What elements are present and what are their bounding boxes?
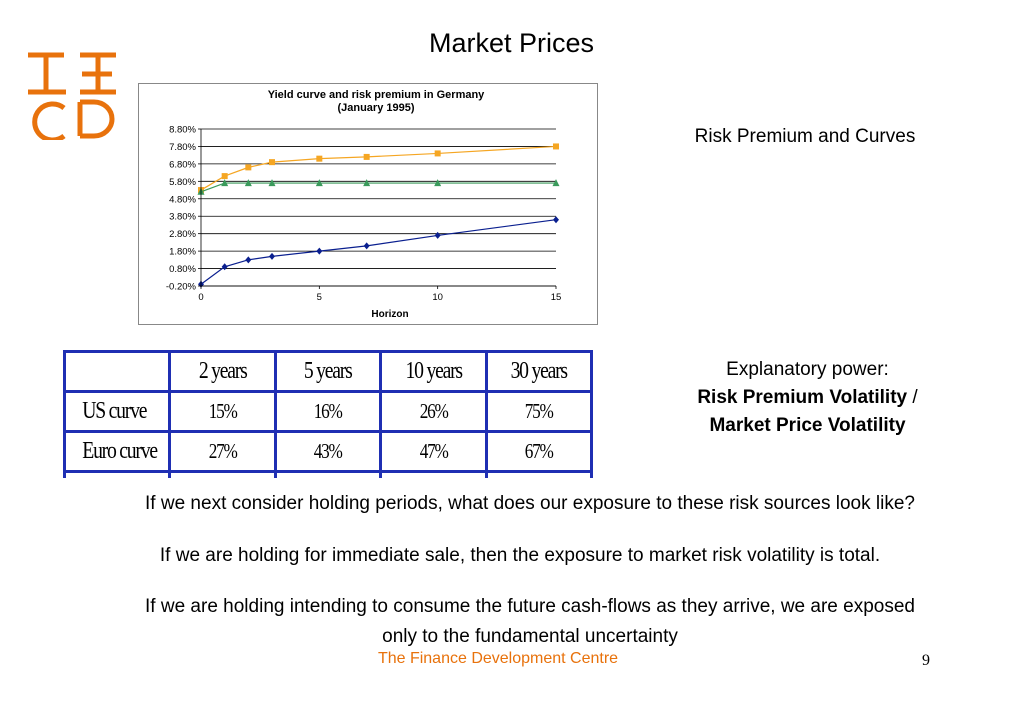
table-header-cell [72, 350, 162, 393]
data-point-diamond [553, 216, 559, 224]
data-point-diamond [434, 231, 441, 239]
data-point-triangle [434, 179, 442, 187]
explanatory-denominator: Market Price Volatility [709, 415, 906, 436]
data-point-triangle [221, 179, 229, 187]
row-label: US curve [72, 390, 162, 433]
y-tick-label: 8.80% [169, 125, 196, 136]
chart-svg: Yield curve and risk premium in Germany … [166, 89, 562, 320]
data-point-diamond [363, 242, 370, 250]
data-point-square [553, 143, 559, 150]
series-line [200, 145, 557, 191]
y-tick-label: 7.80% [169, 142, 196, 153]
table-header-cell: 2 years [178, 350, 268, 393]
x-tick-label: 15 [551, 292, 562, 303]
data-point-square [221, 173, 228, 180]
chart-title: Yield curve and risk premium in Germany [268, 89, 485, 101]
row-label: Euro curve [72, 430, 162, 473]
y-tick-label: 3.80% [169, 212, 196, 223]
data-point-triangle [363, 179, 371, 187]
y-tick-label: 0.80% [169, 264, 196, 275]
data-point-square [269, 159, 275, 166]
table-cell: 75% [494, 390, 584, 433]
table-cell [494, 470, 584, 478]
table-cell: 47% [388, 430, 478, 473]
data-point-diamond [269, 252, 275, 260]
y-tick-label: 2.80% [169, 229, 196, 240]
data-point-diamond [221, 263, 228, 271]
x-tick-label: 10 [432, 292, 443, 303]
table-cell: 26% [388, 390, 478, 433]
table-cell: 16% [283, 390, 373, 433]
table-header-cell: 30 years [494, 350, 584, 393]
tfdc-logo [28, 52, 116, 140]
y-tick-label: 5.80% [169, 177, 196, 188]
explanatory-intro: Explanatory power: [726, 359, 889, 380]
explanatory-ratio: Risk Premium Volatility / [640, 384, 975, 412]
data-point-triangle [268, 179, 276, 187]
y-tick-label: 1.80% [169, 247, 196, 258]
x-tick-label: 0 [198, 292, 203, 303]
data-point-square [316, 155, 323, 162]
side-heading: Risk Premium and Curves [694, 126, 916, 147]
table-cell [283, 470, 373, 478]
explanatory-power-note: Explanatory power: Risk Premium Volatili… [640, 356, 975, 440]
table-cell: 43% [283, 430, 373, 473]
footer-text: The Finance Development Centre [377, 650, 619, 667]
explanatory-separator: / [907, 387, 918, 408]
data-point-square [363, 153, 370, 160]
table-row [65, 470, 592, 478]
table-cell [388, 470, 478, 478]
page-number: 9 [922, 652, 930, 669]
data-point-triangle [244, 179, 252, 187]
table-row: US curve 15% 16% 26% 75% [65, 390, 592, 433]
data-point-square [245, 164, 252, 171]
table-cell: 15% [178, 390, 268, 433]
explanatory-numerator: Risk Premium Volatility [697, 387, 908, 408]
y-tick-label: -0.20% [166, 282, 197, 293]
table-cell: 67% [494, 430, 584, 473]
series-line [200, 219, 557, 285]
table-header-row: 2 years 5 years 10 years 30 years [65, 350, 592, 393]
table-cell [72, 470, 162, 478]
table-cell: 27% [178, 430, 268, 473]
table-header-cell: 5 years [283, 350, 373, 393]
slide-title: Market Prices [428, 28, 595, 58]
data-point-square [434, 150, 441, 157]
table-cell [178, 470, 268, 478]
paragraph-holding-periods: If we next consider holding periods, wha… [145, 493, 915, 514]
x-tick-label: 5 [317, 292, 322, 303]
table-row: Euro curve 27% 43% 47% 67% [65, 430, 592, 473]
data-point-diamond [316, 247, 323, 255]
explanatory-power-table-wrap: 2 years 5 years 10 years 30 years US cur… [63, 350, 595, 478]
explanatory-denominator-line: Market Price Volatility [640, 412, 975, 440]
paragraph-immediate-sale: If we are holding for immediate sale, th… [159, 545, 881, 566]
y-tick-label: 6.80% [169, 159, 196, 170]
chart-x-axis-label: Horizon [371, 309, 408, 320]
explanatory-power-table: 2 years 5 years 10 years 30 years US cur… [63, 350, 593, 478]
chart-subtitle: (January 1995) [337, 102, 414, 114]
table-header-cell: 10 years [388, 350, 478, 393]
data-point-triangle [552, 179, 560, 187]
y-tick-label: 4.80% [169, 194, 196, 205]
yield-curve-chart: Yield curve and risk premium in Germany … [138, 83, 598, 325]
paragraph-consume-cashflows: If we are holding intending to consume t… [145, 596, 915, 647]
data-point-triangle [315, 179, 323, 187]
data-point-diamond [245, 256, 252, 264]
series-line [200, 182, 556, 193]
